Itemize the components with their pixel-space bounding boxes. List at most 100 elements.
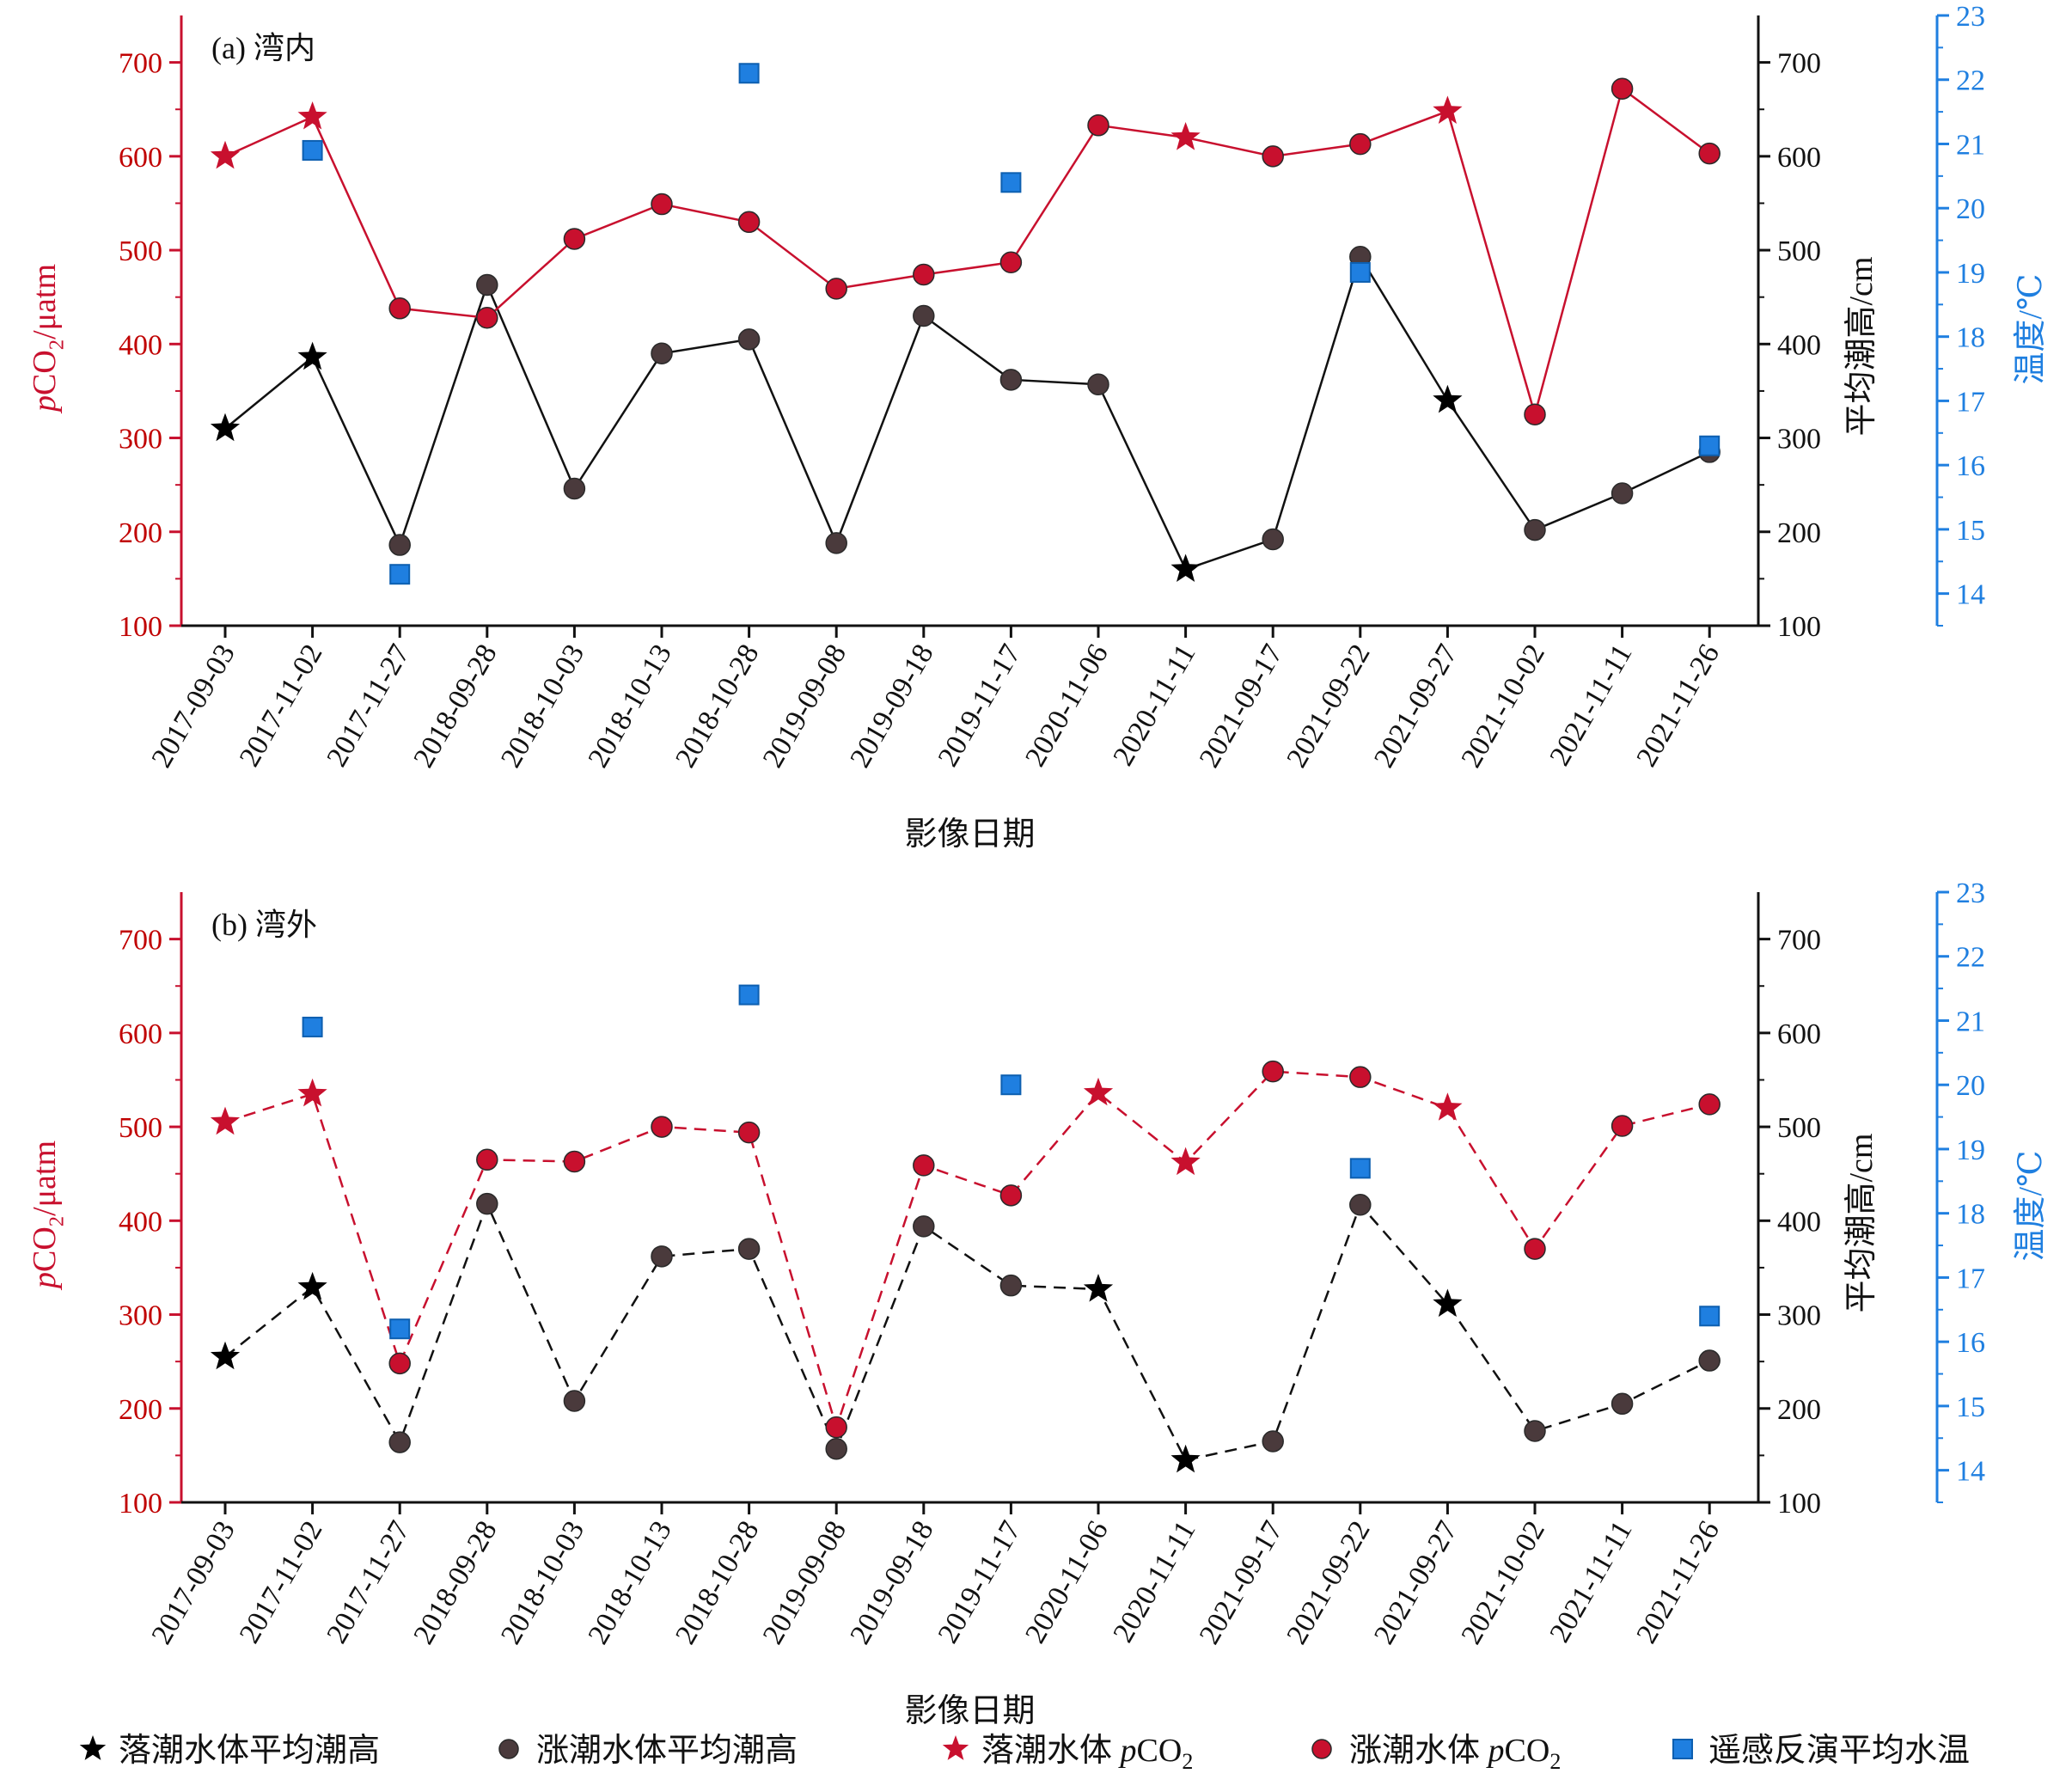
pco2-point-flood	[737, 211, 761, 234]
tide-point-ebb	[297, 1271, 327, 1300]
pco2-point-ebb	[210, 1106, 241, 1135]
temp-point	[389, 1318, 411, 1340]
temp-point	[1699, 1306, 1721, 1327]
left-tick-label: 200	[119, 1394, 162, 1426]
legend-red-circle-icon	[1311, 1739, 1332, 1759]
pco2-point-ebb	[1083, 1077, 1114, 1106]
x-tick-label: 2021-09-27	[1368, 639, 1464, 774]
pco2-point-flood	[651, 1116, 673, 1138]
pco2-point-ebb	[297, 101, 327, 130]
tide-point-flood	[1262, 528, 1284, 551]
pco2-point-flood	[1262, 145, 1284, 168]
tide-point-flood	[1524, 1420, 1546, 1442]
pco2-line	[224, 87, 1710, 419]
tide-point-flood	[563, 1390, 586, 1412]
x-tick-label: 2017-09-03	[146, 1516, 241, 1650]
x-tick-label: 2021-11-26	[1630, 1516, 1726, 1649]
right-tick-label: 100	[1777, 611, 1821, 643]
left-tick-label: 100	[119, 1488, 162, 1520]
x-tick-label: 2018-09-28	[407, 1516, 503, 1650]
x-tick-label: 2017-11-27	[321, 1516, 416, 1649]
pco2-point-flood	[388, 297, 411, 320]
left-tick-label: 500	[119, 235, 162, 267]
x-tick-label: 2017-09-03	[146, 639, 241, 774]
left-tick-label: 300	[119, 1300, 162, 1332]
left-tick-label: 100	[119, 611, 162, 643]
pco2-point-flood	[825, 1416, 847, 1439]
pco2-point-flood	[563, 228, 586, 250]
temp-tick-label: 19	[1956, 258, 1985, 290]
tide-point-flood	[1611, 1392, 1634, 1416]
tide-point-flood	[1611, 482, 1634, 505]
temp-tick-label: 19	[1956, 1135, 1985, 1166]
pco2-point-ebb	[1170, 122, 1201, 150]
chart-panel-a: 100 200 300 400 500 600 700 100 200 300 400 500 600 7…	[27, 1, 2049, 853]
tide-line	[224, 1201, 1710, 1462]
pco2-point-ebb	[1170, 1147, 1201, 1176]
pco2-point-flood	[1698, 1093, 1721, 1116]
tide-point-flood	[737, 328, 761, 351]
pco2-point-flood	[1611, 77, 1634, 100]
temp-tick-label: 22	[1956, 65, 1985, 97]
pco2-point-ebb	[1433, 95, 1463, 124]
x-tick-label: 2018-10-03	[495, 639, 590, 774]
left-axis-title: pCO2/μatm	[27, 1141, 69, 1291]
x-tick-label: 2021-11-11	[1543, 639, 1638, 772]
right-tick-label: 200	[1777, 1394, 1821, 1426]
tide-point-flood	[651, 342, 673, 364]
temp-tick-label: 17	[1956, 386, 1985, 418]
tide-point-ebb	[1170, 1444, 1201, 1473]
temp-tick-label: 21	[1956, 129, 1985, 161]
pco2-point-flood	[825, 278, 847, 300]
temp-point	[1349, 261, 1371, 283]
x-tick-label: 2017-11-02	[234, 1516, 329, 1649]
temp-point	[302, 1016, 323, 1037]
legend-label: 涨潮水体 pCO2	[1349, 1733, 1561, 1774]
temp-tick-label: 14	[1956, 579, 1985, 611]
tide-point-flood	[825, 532, 847, 554]
temp-tick-label: 21	[1956, 1006, 1985, 1037]
temp-tick-label: 17	[1956, 1263, 1985, 1294]
pco2-point-flood	[1698, 142, 1721, 165]
right-tick-label: 300	[1777, 1300, 1821, 1332]
temp-point	[302, 139, 323, 161]
temp-tick-label: 18	[1956, 1199, 1985, 1231]
temp-point	[1349, 1158, 1371, 1179]
legend: 落潮水体平均潮高 涨潮水体平均潮高 落潮水体 pCO2 涨潮水体 pCO2 遥感反演平均…	[79, 1733, 1970, 1774]
pco2-point-flood	[1524, 1238, 1546, 1260]
right-tick-label: 700	[1777, 48, 1821, 80]
tide-point-ebb	[1433, 1288, 1463, 1318]
legend-label: 落潮水体平均潮高	[119, 1733, 380, 1769]
pco2-point-flood	[1349, 1066, 1372, 1088]
right-tick-label: 100	[1777, 1488, 1821, 1520]
x-tick-label: 2021-09-22	[1280, 639, 1376, 774]
left-axis-title: pCO2/μatm	[27, 264, 69, 414]
right-tick-label: 500	[1777, 1112, 1821, 1144]
pco2-point-flood	[476, 1148, 498, 1171]
left-tick-label: 400	[119, 1206, 162, 1238]
right-tick-label: 400	[1777, 1206, 1821, 1238]
tide-point-flood	[1349, 1193, 1372, 1216]
tide-point-ebb	[210, 1341, 241, 1370]
x-tick-label: 2019-09-18	[844, 1516, 939, 1650]
pco2-point-flood	[651, 193, 673, 216]
right-tick-label: 200	[1777, 517, 1821, 549]
x-tick-label: 2021-09-17	[1194, 1516, 1289, 1650]
x-tick-label: 2018-10-13	[583, 639, 678, 774]
temp-tick-label: 20	[1956, 1070, 1985, 1102]
right-tick-label: 600	[1777, 142, 1821, 174]
pco2-point-flood	[999, 1184, 1023, 1207]
pco2-point-flood	[563, 1150, 586, 1173]
tide-point-flood	[999, 1274, 1023, 1297]
tide-point-ebb	[1433, 384, 1463, 413]
x-tick-label: 2019-09-18	[844, 639, 939, 774]
x-tick-label: 2017-11-02	[234, 639, 329, 773]
left-tick-label: 500	[119, 1112, 162, 1144]
tide-point-ebb	[210, 413, 241, 442]
legend-red-star-icon	[942, 1735, 969, 1760]
tide-point-flood	[388, 534, 411, 556]
temp-tick-label: 23	[1956, 1, 1985, 33]
x-tick-label: 2020-11-11	[1107, 1516, 1201, 1648]
legend-label: 遥感反演平均水温	[1708, 1733, 1970, 1769]
